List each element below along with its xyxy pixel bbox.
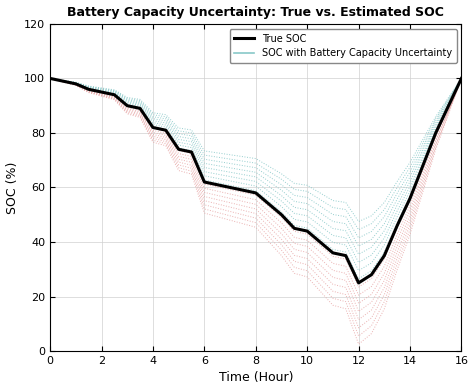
X-axis label: Time (Hour): Time (Hour) <box>219 371 293 385</box>
Y-axis label: SOC (%): SOC (%) <box>6 161 18 214</box>
Title: Battery Capacity Uncertainty: True vs. Estimated SOC: Battery Capacity Uncertainty: True vs. E… <box>67 5 444 19</box>
Legend: True SOC, SOC with Battery Capacity Uncertainty: True SOC, SOC with Battery Capacity Unce… <box>229 29 456 63</box>
